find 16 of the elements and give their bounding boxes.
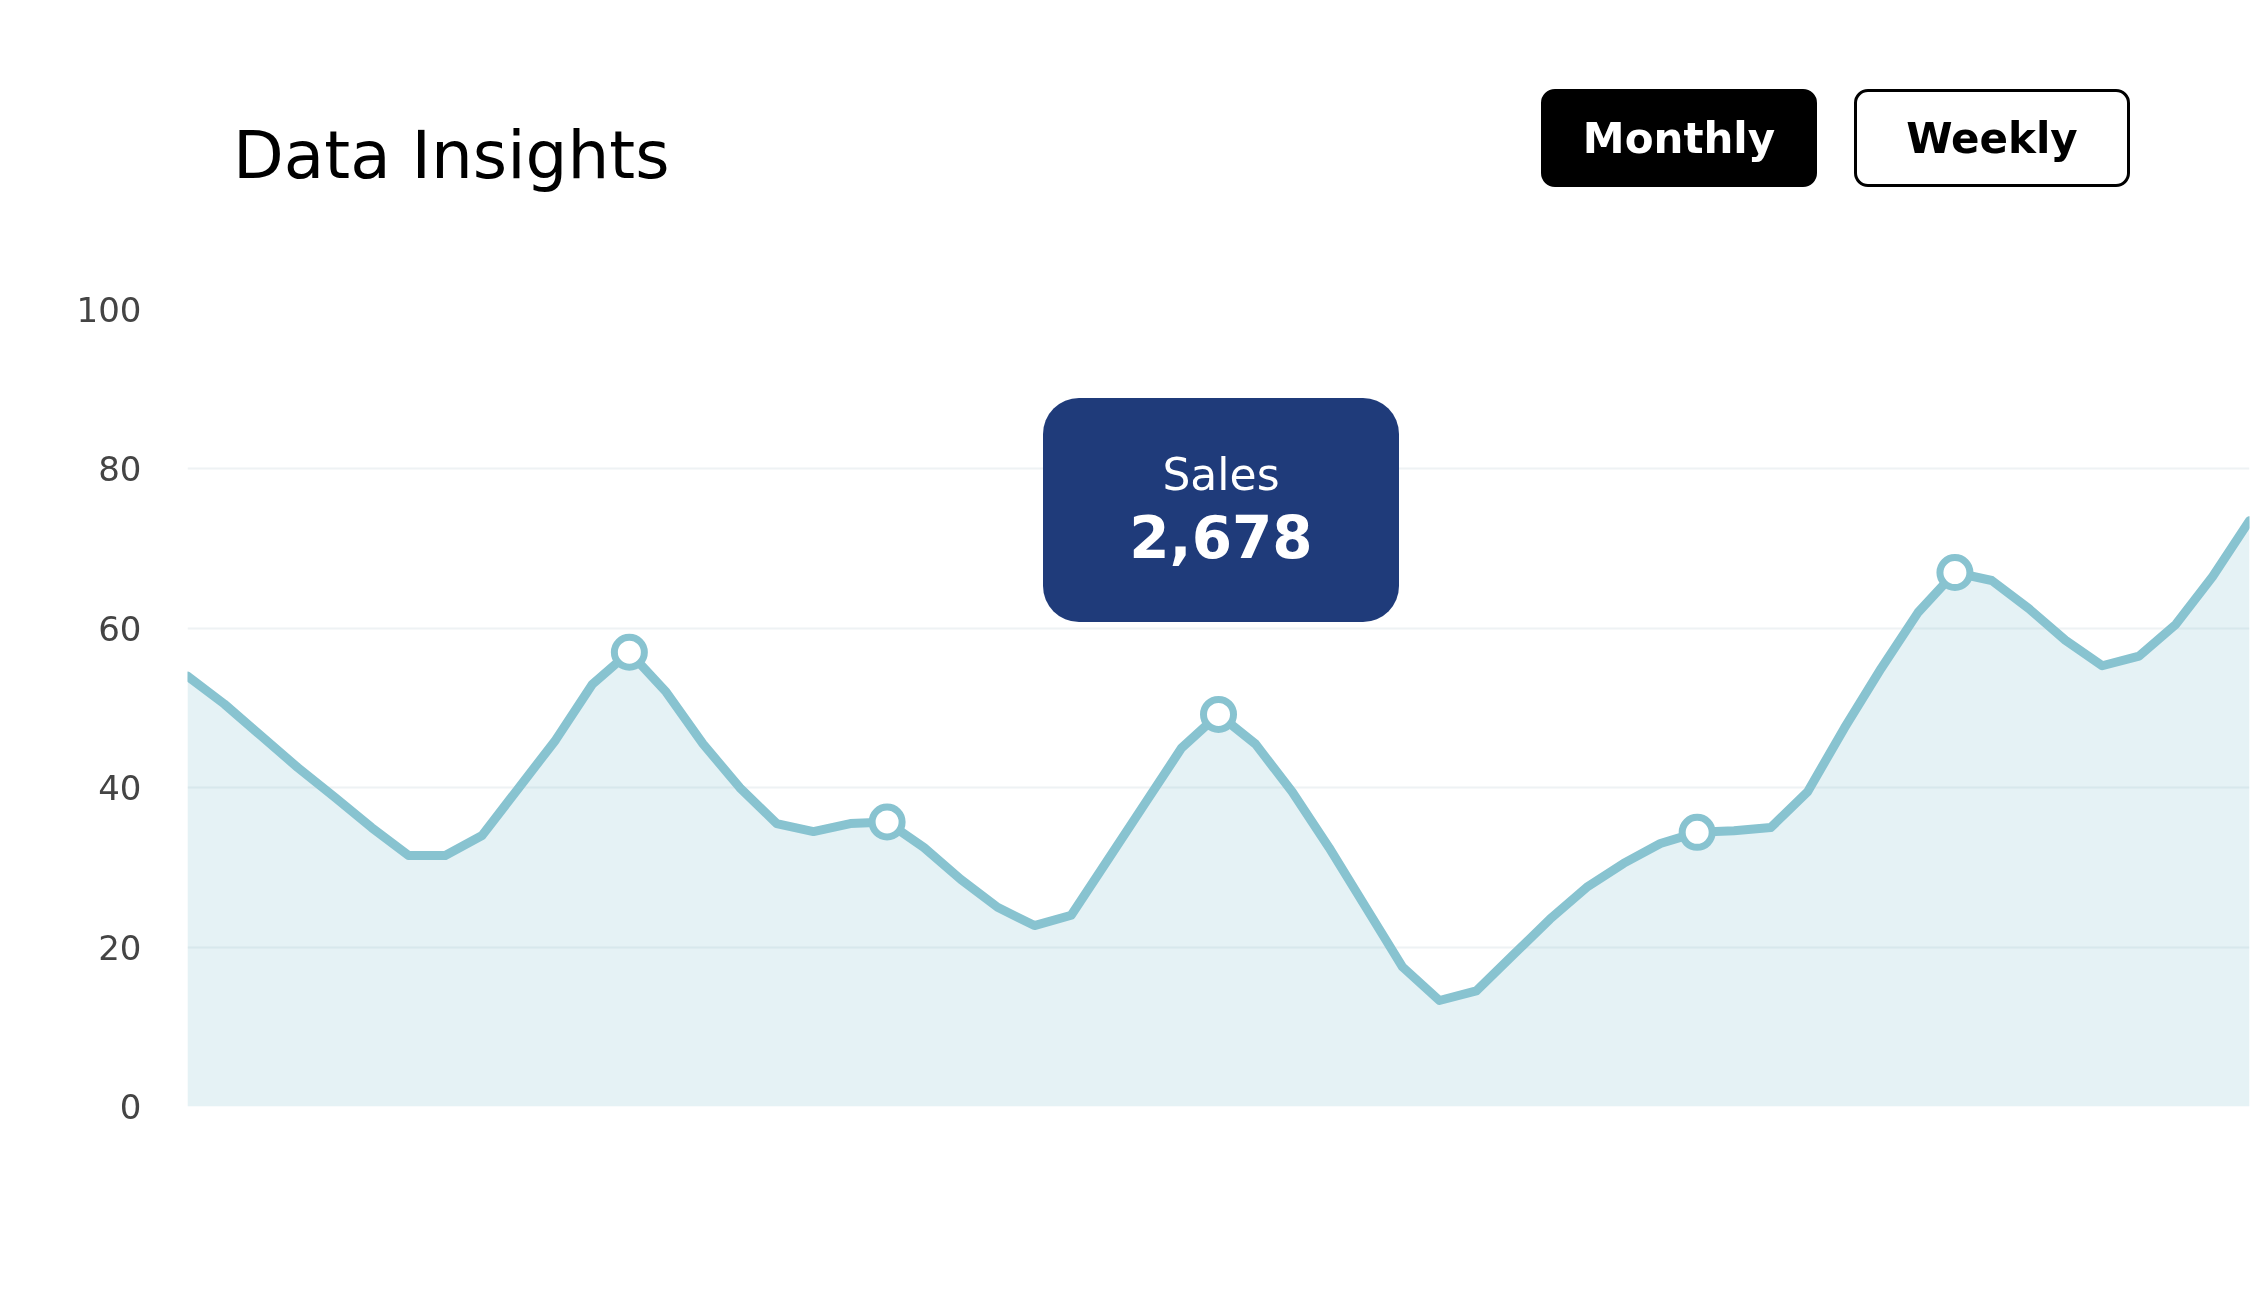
y-tick-label: 100 bbox=[76, 290, 142, 330]
point bbox=[610, 633, 648, 671]
text: Monthly bbox=[1541, 89, 1817, 187]
point bbox=[1678, 813, 1716, 851]
chart-title: Data Insights bbox=[233, 117, 670, 194]
annotation: Sales bbox=[1162, 448, 1280, 502]
point bbox=[1200, 695, 1237, 733]
point bbox=[868, 803, 906, 841]
text: Weekly bbox=[1854, 89, 2130, 187]
y-tick-label: 0 bbox=[119, 1087, 142, 1127]
y-tick-label: 60 bbox=[98, 608, 142, 649]
y-tick-label: 20 bbox=[98, 927, 142, 968]
point bbox=[1936, 554, 1974, 591]
y-tick-label: 40 bbox=[98, 768, 142, 809]
annotation: 2,678 bbox=[1129, 503, 1313, 573]
y-tick-label: 80 bbox=[98, 449, 142, 490]
